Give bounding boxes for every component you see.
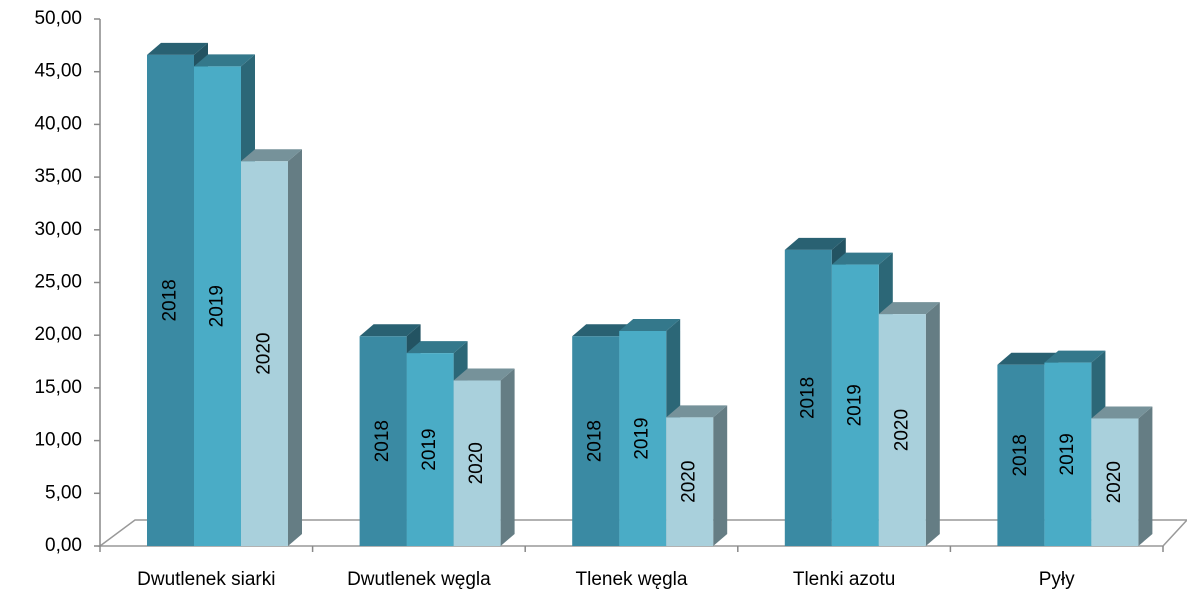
bar-side [925,302,940,546]
bar [453,368,515,546]
bar-top [147,42,208,55]
data-label: 2018 [1010,434,1031,476]
bar-front [453,380,501,546]
bar-front [359,336,407,546]
bar-top [359,324,421,337]
bar-top [878,302,940,315]
data-label: 2019 [207,285,228,327]
data-label: 2019 [632,417,653,459]
data-label: 2020 [891,409,912,451]
bar-top [784,237,846,250]
bar-side [500,368,515,546]
y-tick-label: 35,00 [34,166,82,187]
bar-top [241,149,302,162]
data-label: 2019 [1057,433,1078,475]
bar-front [406,353,454,546]
data-label: 2018 [585,420,606,462]
y-tick-label: 25,00 [34,272,82,293]
bar-front [241,161,288,547]
bar-front [784,249,832,547]
data-label: 2020 [254,333,275,375]
x-tick-label: Dwutlenek siarki [137,569,275,590]
bar-top [194,54,255,67]
x-tick-label: Tlenek węgla [576,569,688,590]
data-label: 2018 [372,420,393,462]
bar-top [666,405,728,418]
bar-front [666,417,714,546]
y-tick-label: 20,00 [34,324,82,345]
bar-top [406,341,468,354]
bar-top [997,352,1059,365]
data-label: 2020 [1104,461,1125,503]
bar-side [288,149,302,547]
y-tick-label: 50,00 [34,8,82,29]
data-label: 2018 [797,377,818,419]
y-tick-label: 0,00 [45,535,82,556]
bar-front [831,264,879,546]
bar [1091,406,1153,546]
bar-front [147,54,194,546]
y-tick-label: 40,00 [34,113,82,134]
bar-front [1091,418,1139,546]
data-label: 2019 [844,384,865,426]
x-tick-label: Tlenki azotu [793,569,895,590]
bar-top [1044,350,1106,363]
bar [241,149,302,547]
bar-top [453,368,515,381]
x-tick-label: Pyły [1039,569,1075,590]
y-tick-label: 15,00 [34,377,82,398]
bar [666,405,728,546]
bar [878,302,940,546]
bar-top [831,252,893,265]
bar-side [1138,406,1153,546]
bar-front [572,336,620,546]
bar-top [1091,406,1153,419]
y-tick-label: 30,00 [34,219,82,240]
y-tick-label: 5,00 [45,482,82,503]
bar-top [619,318,681,331]
data-label: 2020 [466,442,487,484]
bar-front [878,314,926,546]
data-label: 2019 [419,428,440,470]
y-tick-label: 10,00 [34,430,82,451]
bar-top [572,324,634,337]
x-tick-label: Dwutlenek węgla [347,569,491,590]
bar-front [1044,362,1092,546]
data-label: 2020 [679,461,700,503]
y-tick-label: 45,00 [34,61,82,82]
bar-front [194,66,241,547]
bar-side [713,405,728,546]
bar-front [997,364,1045,546]
bar-front [619,330,667,546]
data-label: 2018 [160,279,181,321]
